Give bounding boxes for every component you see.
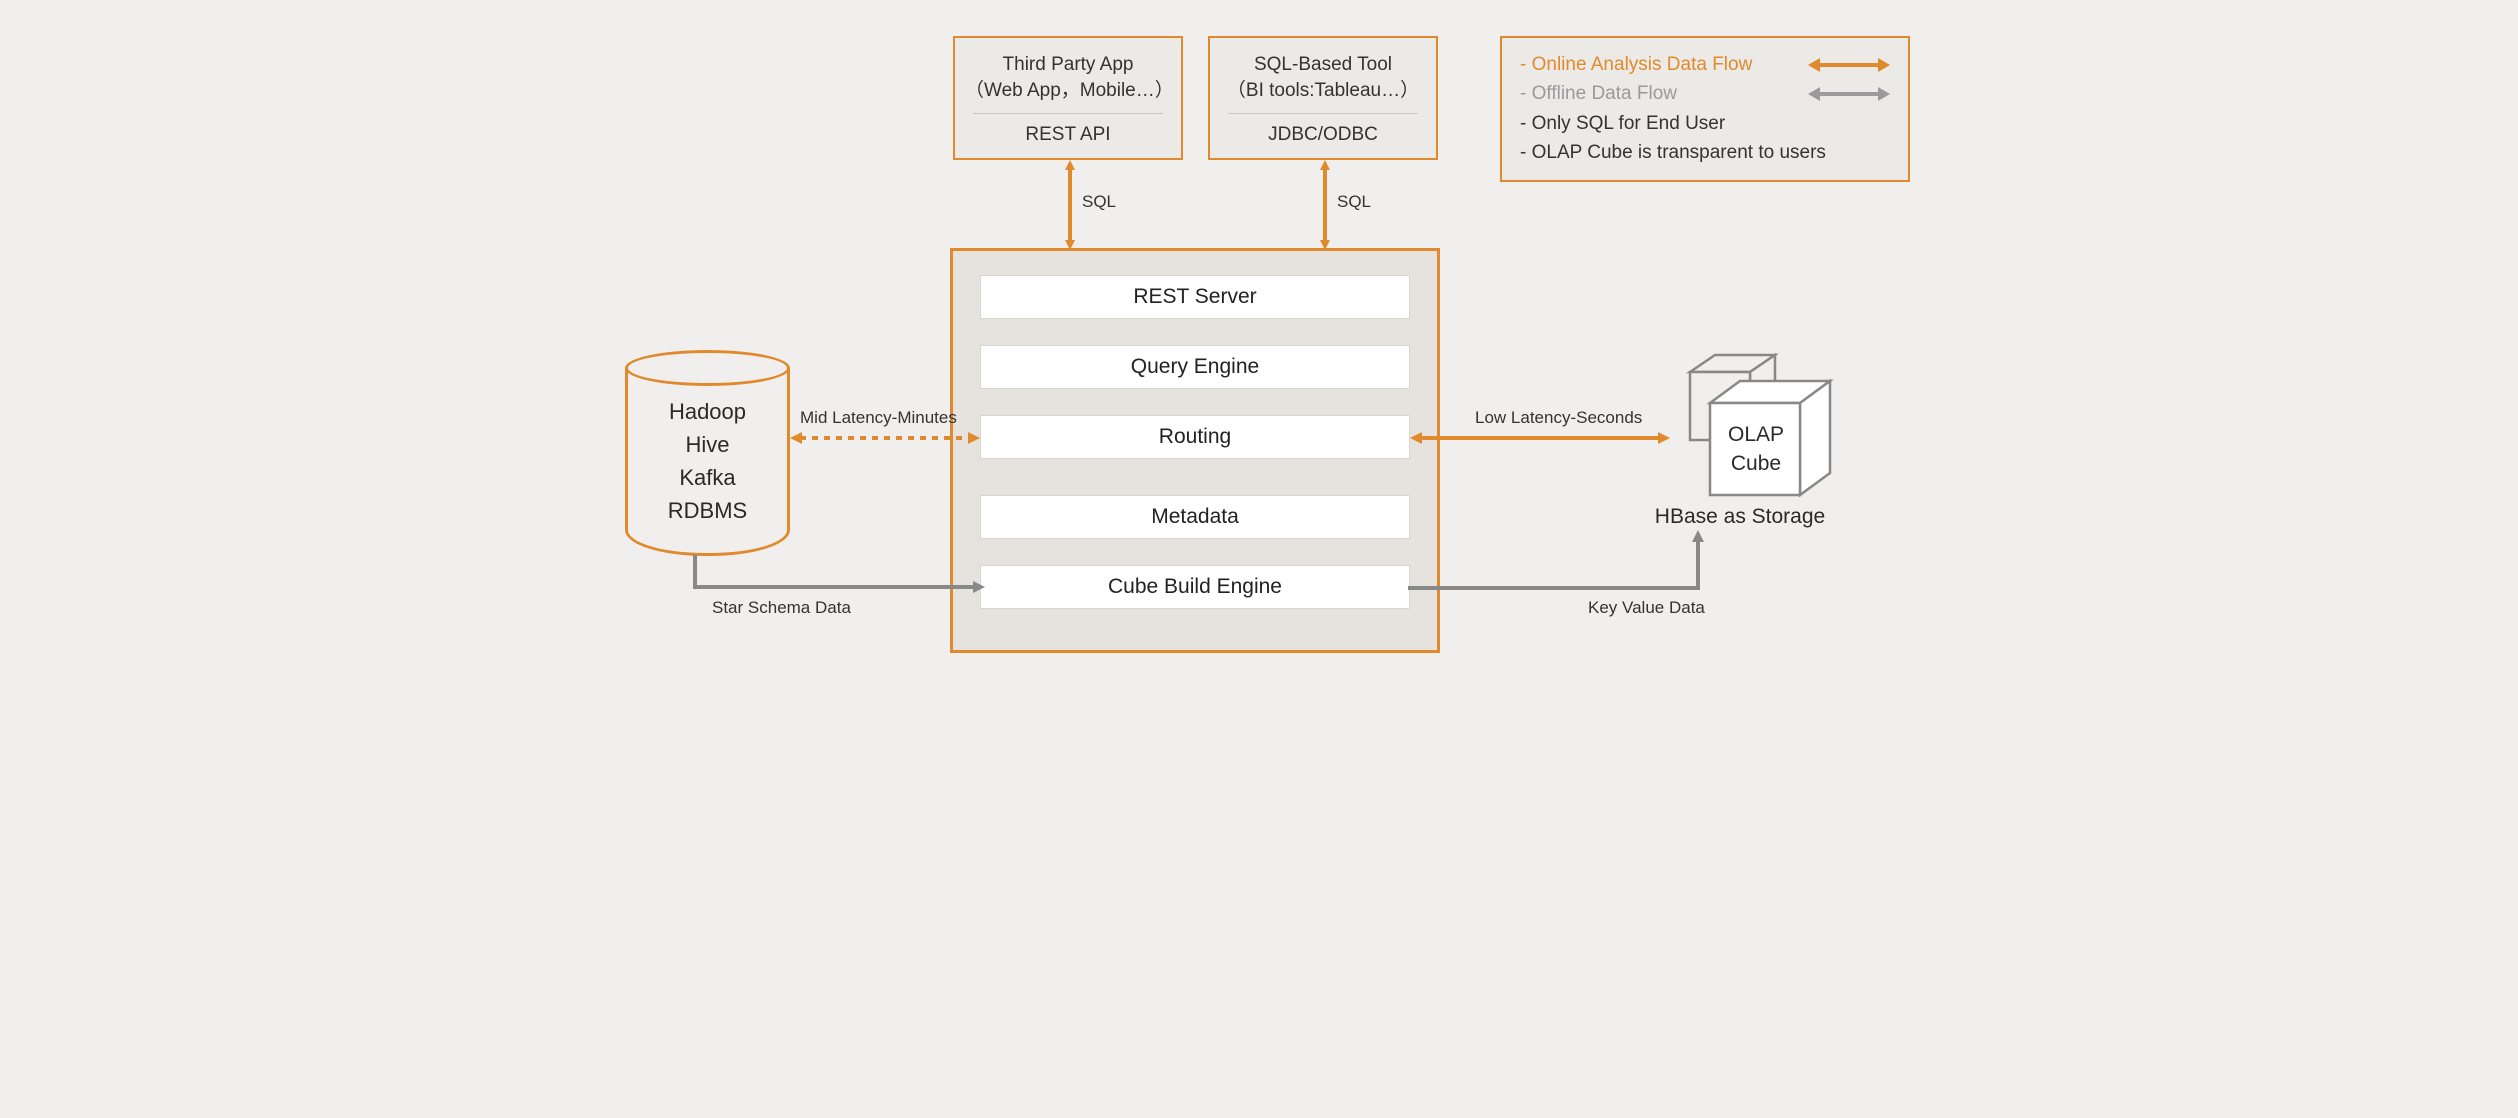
legend-offline-label: - Offline Data Flow — [1520, 79, 1677, 108]
divider — [973, 113, 1163, 114]
legend-online-label: - Online Analysis Data Flow — [1520, 50, 1752, 79]
arrow-low-latency — [1410, 432, 1670, 444]
client-sql-tool: SQL-Based Tool （BI tools:Tableau…） JDBC/… — [1208, 36, 1438, 160]
low-latency-label: Low Latency-Seconds — [1475, 408, 1642, 428]
client-sql-title1: SQL-Based Tool — [1220, 52, 1426, 78]
star-schema-label: Star Schema Data — [712, 598, 851, 618]
legend-note1: - Only SQL for End User — [1520, 109, 1890, 138]
key-value-label: Key Value Data — [1588, 598, 1705, 618]
ds-rdbms: RDBMS — [625, 494, 790, 527]
client-third-party-app: Third Party App （Web App，Mobile…） REST A… — [953, 36, 1183, 160]
datasource-labels: Hadoop Hive Kafka RDBMS — [625, 395, 790, 527]
ds-kafka: Kafka — [625, 461, 790, 494]
arrow-sql-to-core — [1320, 160, 1330, 250]
client-sql-protocol: JDBC/ODBC — [1220, 124, 1426, 146]
client-app-title1: Third Party App — [965, 52, 1171, 78]
olap-line1: OLAP — [1712, 420, 1800, 449]
mid-latency-label: Mid Latency-Minutes — [800, 408, 957, 428]
arrow-key-value — [1408, 530, 1718, 600]
sql-label-app: SQL — [1082, 192, 1116, 212]
client-app-protocol: REST API — [965, 124, 1171, 146]
ds-hadoop: Hadoop — [625, 395, 790, 428]
layer-routing: Routing — [980, 415, 1410, 459]
layer-rest-server: REST Server — [980, 275, 1410, 319]
legend-box: - Online Analysis Data Flow - Offline Da… — [1500, 36, 1910, 182]
datasource-cylinder-top — [625, 350, 790, 386]
sql-label-tool: SQL — [1337, 192, 1371, 212]
olap-label: OLAP Cube — [1712, 420, 1800, 479]
legend-note2: - OLAP Cube is transparent to users — [1520, 138, 1890, 167]
layer-query-engine: Query Engine — [980, 345, 1410, 389]
layer-cube-build-engine: Cube Build Engine — [980, 565, 1410, 609]
olap-line2: Cube — [1712, 449, 1800, 478]
arrow-app-to-core — [1065, 160, 1075, 250]
divider — [1228, 113, 1418, 114]
layer-metadata: Metadata — [980, 495, 1410, 539]
client-sql-title2: （BI tools:Tableau…） — [1220, 78, 1426, 104]
client-app-title2: （Web App，Mobile…） — [965, 78, 1171, 104]
ds-hive: Hive — [625, 428, 790, 461]
hbase-storage-label: HBase as Storage — [1630, 505, 1850, 529]
arrow-mid-latency — [790, 432, 980, 444]
